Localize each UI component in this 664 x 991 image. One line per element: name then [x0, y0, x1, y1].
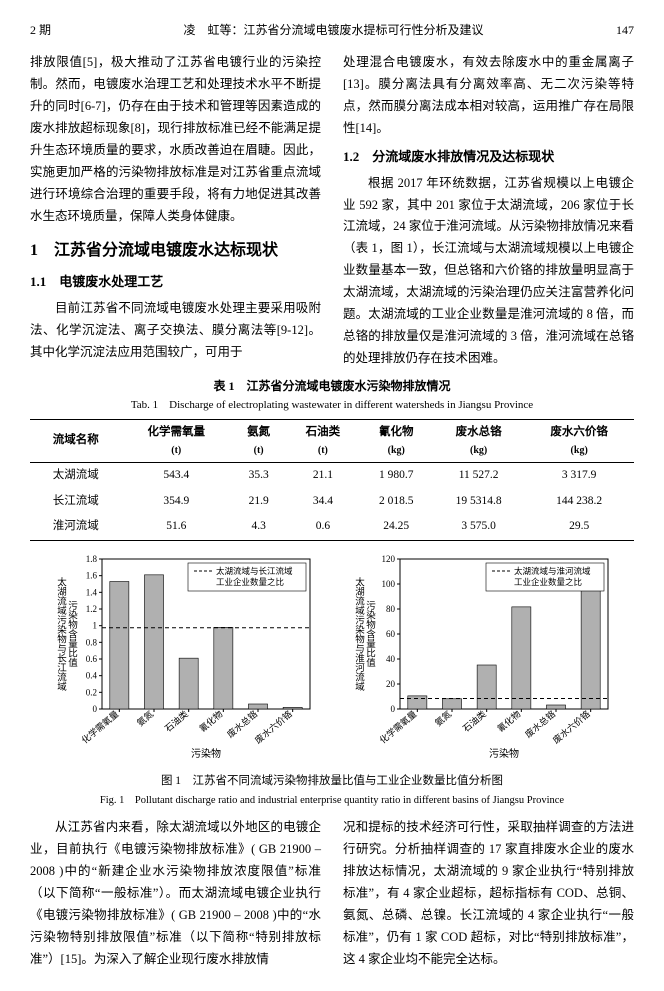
- chart-right: 0 20 40 60 80 100 120 化学需氧量氨氮石油类氰化物废水总铬废水六价铬 太湖流…: [346, 551, 616, 768]
- left-p1: 排放限值[5]，极大推动了江苏省电镀行业的污染控制。然而，电镀废水治理工艺和处理…: [30, 52, 321, 227]
- bottom-right: 况和提标的技术经济可行性，采取抽样调查的方法进行研究。分析抽样调查的 17 家直…: [343, 817, 634, 970]
- svg-text:化学需氧量: 化学需氧量: [377, 708, 419, 745]
- svg-text:100: 100: [382, 579, 396, 589]
- svg-text:氨氮: 氨氮: [432, 708, 453, 728]
- table-cell: 2 018.5: [360, 489, 433, 515]
- table-header: 化学需氧量(t): [121, 419, 231, 463]
- table-cell: 24.25: [360, 514, 433, 540]
- chart-left: 00.20.40.60.811.21.41.61.8化学需氧量氨氮石油类氰化物废…: [48, 551, 318, 768]
- svg-text:太湖流域污染物与淮河流域: 太湖流域污染物与淮河流域: [353, 576, 365, 691]
- svg-text:污染物: 污染物: [489, 747, 519, 760]
- svg-text:废水六价铬: 废水六价铬: [550, 708, 592, 745]
- svg-text:0.4: 0.4: [86, 670, 98, 680]
- table-cell: 3 317.9: [524, 463, 634, 489]
- table-header: 废水总铬(kg): [433, 419, 524, 463]
- svg-text:污染物: 污染物: [191, 747, 221, 760]
- right-p2: 根据 2017 年环统数据，江苏省规模以上电镀企业 592 家，其中 201 家…: [343, 173, 634, 370]
- svg-text:太湖流域污染物与长江流域: 太湖流域污染物与长江流域: [55, 576, 67, 691]
- table-header: 石油类(t): [286, 419, 359, 463]
- svg-text:化学需氧量: 化学需氧量: [79, 708, 121, 745]
- svg-text:0.2: 0.2: [86, 687, 97, 697]
- table-row: 淮河流域51.64.30.624.253 575.029.5: [30, 514, 634, 540]
- table-header: 氰化物(kg): [360, 419, 433, 463]
- table-cell: 11 527.2: [433, 463, 524, 489]
- svg-text:石油类: 石油类: [460, 708, 488, 734]
- charts-row: 00.20.40.60.811.21.41.61.8化学需氧量氨氮石油类氰化物废…: [30, 551, 634, 768]
- table-cell: 太湖流域: [30, 463, 121, 489]
- discharge-table: 流域名称化学需氧量(t)氨氮(t)石油类(t)氰化物(kg)废水总铬(kg)废水…: [30, 419, 634, 541]
- top-columns: 排放限值[5]，极大推动了江苏省电镀行业的污染控制。然而，电镀废水治理工艺和处理…: [30, 52, 634, 369]
- svg-text:废水六价铬: 废水六价铬: [252, 708, 294, 745]
- left-column: 排放限值[5]，极大推动了江苏省电镀行业的污染控制。然而，电镀废水治理工艺和处理…: [30, 52, 321, 369]
- table-cell: 3 575.0: [433, 514, 524, 540]
- svg-text:20: 20: [386, 679, 396, 689]
- svg-text:0: 0: [391, 704, 396, 714]
- right-p1: 处理混合电镀废水，有效去除废水中的重金属离子[13]。膜分离法具有分离效率高、无…: [343, 52, 634, 140]
- svg-text:废水总铬: 废水总铬: [523, 708, 558, 740]
- page-number: 147: [616, 20, 634, 40]
- table-cell: 51.6: [121, 514, 231, 540]
- figure-title-cn: 图 1 江苏省不同流域污染物排放量比值与工业企业数量比值分析图: [30, 772, 634, 792]
- bottom-right-p: 况和提标的技术经济可行性，采取抽样调查的方法进行研究。分析抽样调查的 17 家直…: [343, 817, 634, 970]
- section-1-1-heading: 1.1 电镀废水处理工艺: [30, 271, 321, 294]
- svg-text:120: 120: [382, 554, 396, 564]
- svg-text:污染物含量比值: 污染物含量比值: [364, 600, 376, 667]
- table-cell: 21.9: [231, 489, 286, 515]
- svg-text:氰化物: 氰化物: [495, 708, 523, 734]
- table-cell: 35.3: [231, 463, 286, 489]
- svg-text:1: 1: [93, 620, 98, 630]
- running-head: 凌 虹等：江苏省分流域电镀废水提标可行性分析及建议: [184, 20, 484, 40]
- svg-text:污染物含量比值: 污染物含量比值: [66, 600, 78, 667]
- svg-text:0.6: 0.6: [86, 654, 98, 664]
- table-cell: 354.9: [121, 489, 231, 515]
- table-cell: 4.3: [231, 514, 286, 540]
- table-title-en: Tab. 1 Discharge of electroplating waste…: [30, 396, 634, 415]
- table-cell: 1 980.7: [360, 463, 433, 489]
- table-cell: 144 238.2: [524, 489, 634, 515]
- section-1-heading: 1 江苏省分流域电镀废水达标现状: [30, 237, 321, 265]
- svg-text:氨氮: 氨氮: [134, 708, 155, 728]
- bottom-left-p: 从江苏省内来看，除太湖流域以外地区的电镀企业，目前执行《电镀污染物排放标准》( …: [30, 817, 321, 970]
- table-cell: 19 5314.8: [433, 489, 524, 515]
- svg-text:废水总铬: 废水总铬: [225, 708, 260, 740]
- svg-text:1.8: 1.8: [86, 554, 98, 564]
- svg-text:工业企业数量之比: 工业企业数量之比: [216, 577, 284, 587]
- right-column: 处理混合电镀废水，有效去除废水中的重金属离子[13]。膜分离法具有分离效率高、无…: [343, 52, 634, 369]
- table-header: 氨氮(t): [231, 419, 286, 463]
- svg-text:80: 80: [386, 604, 396, 614]
- svg-text:工业企业数量之比: 工业企业数量之比: [514, 577, 582, 587]
- svg-text:氰化物: 氰化物: [197, 708, 225, 734]
- bottom-left: 从江苏省内来看，除太湖流域以外地区的电镀企业，目前执行《电镀污染物排放标准》( …: [30, 817, 321, 970]
- svg-text:1.6: 1.6: [86, 570, 98, 580]
- svg-text:0: 0: [93, 704, 98, 714]
- section-1-2-heading: 1.2 分流域废水排放情况及达标现状: [343, 146, 634, 169]
- left-p2: 目前江苏省不同流域电镀废水处理主要采用吸附法、化学沉淀法、离子交换法、膜分离法等…: [30, 298, 321, 364]
- svg-text:40: 40: [386, 654, 396, 664]
- issue: 2 期: [30, 20, 51, 40]
- svg-text:太湖流域与淮河流域: 太湖流域与淮河流域: [514, 566, 591, 576]
- table-row: 太湖流域543.435.321.11 980.711 527.23 317.9: [30, 463, 634, 489]
- table-cell: 543.4: [121, 463, 231, 489]
- table-cell: 29.5: [524, 514, 634, 540]
- table-cell: 34.4: [286, 489, 359, 515]
- figure-title-en: Fig. 1 Pollutant discharge ratio and ind…: [30, 792, 634, 810]
- svg-text:60: 60: [386, 629, 396, 639]
- svg-text:石油类: 石油类: [162, 708, 190, 734]
- svg-text:太湖流域与长江流域: 太湖流域与长江流域: [216, 566, 293, 576]
- bottom-columns: 从江苏省内来看，除太湖流域以外地区的电镀企业，目前执行《电镀污染物排放标准》( …: [30, 817, 634, 970]
- table-cell: 21.1: [286, 463, 359, 489]
- table-row: 长江流域354.921.934.42 018.519 5314.8144 238…: [30, 489, 634, 515]
- table-title-cn: 表 1 江苏省分流域电镀废水污染物排放情况: [30, 376, 634, 396]
- table-cell: 淮河流域: [30, 514, 121, 540]
- svg-text:1.4: 1.4: [86, 587, 98, 597]
- svg-text:1.2: 1.2: [86, 604, 97, 614]
- table-cell: 0.6: [286, 514, 359, 540]
- table-header: 废水六价铬(kg): [524, 419, 634, 463]
- svg-text:0.8: 0.8: [86, 637, 98, 647]
- page-header: 2 期 凌 虹等：江苏省分流域电镀废水提标可行性分析及建议 147: [30, 20, 634, 40]
- table-header: 流域名称: [30, 419, 121, 463]
- table-cell: 长江流域: [30, 489, 121, 515]
